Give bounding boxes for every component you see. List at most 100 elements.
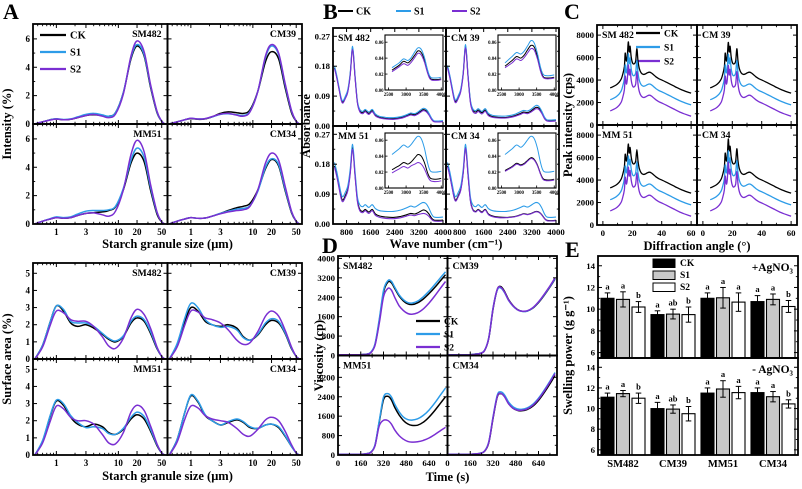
- svg-text:0: 0: [331, 450, 336, 460]
- svg-text:S2: S2: [444, 344, 454, 354]
- bar-S1-CM39: [665, 313, 681, 359]
- series-S2: [333, 148, 444, 222]
- x-axis-title: Time (s): [426, 470, 470, 484]
- svg-text:0.09: 0.09: [315, 91, 331, 101]
- svg-text:10: 10: [114, 227, 124, 237]
- svg-text:1: 1: [26, 433, 31, 443]
- inset-series-S1: [504, 39, 555, 77]
- series-S1: [333, 45, 444, 122]
- series-CK: [447, 375, 556, 455]
- subpanel-SM482: [333, 45, 444, 123]
- inset-series-S2: [504, 157, 555, 182]
- svg-text:3500: 3500: [532, 191, 542, 196]
- series-S2: [34, 40, 166, 124]
- subpanel-SM482: [338, 271, 447, 356]
- subpanel-title: CM 39: [451, 33, 480, 44]
- sig-letter: b: [686, 395, 691, 405]
- svg-text:0.00: 0.00: [315, 219, 331, 229]
- svg-text:1600: 1600: [475, 227, 493, 237]
- svg-text:5: 5: [26, 364, 31, 374]
- series-S2: [446, 47, 557, 122]
- svg-text:2000: 2000: [576, 198, 594, 208]
- svg-text:2500: 2500: [497, 93, 507, 98]
- series-S1: [34, 398, 166, 455]
- svg-text:320: 320: [486, 458, 500, 468]
- subpanel-title: CM39: [453, 261, 479, 272]
- inset-series-CK: [391, 50, 442, 81]
- series-S1: [338, 387, 447, 455]
- panel-panelD_viscosity: Time (s)Viscosity (cp) CKS1S2080016002400…: [312, 253, 558, 484]
- series-S2: [34, 139, 166, 224]
- subpanel-CM34: [169, 152, 300, 224]
- svg-text:0.04: 0.04: [488, 155, 497, 160]
- subpanel-title: CM39: [270, 268, 296, 279]
- svg-text:0.02: 0.02: [488, 73, 497, 78]
- sig-letter: b: [636, 290, 641, 300]
- sig-letter: a: [736, 375, 741, 385]
- sig-letter: a: [621, 379, 626, 389]
- svg-text:CK: CK: [356, 7, 371, 18]
- sig-letter: a: [605, 281, 610, 291]
- sig-letter: b: [686, 296, 691, 306]
- svg-text:0: 0: [26, 354, 31, 364]
- svg-text:50: 50: [157, 458, 167, 468]
- series-S1: [609, 155, 692, 206]
- svg-text:6: 6: [591, 445, 596, 455]
- svg-text:800: 800: [322, 431, 336, 441]
- subpanel-title: SM482: [343, 261, 372, 272]
- series-S1: [169, 157, 300, 224]
- series-S1: [446, 44, 557, 121]
- svg-text:0.18: 0.18: [315, 159, 331, 169]
- subpanel-SM482: [609, 41, 692, 117]
- svg-text:800: 800: [322, 331, 336, 341]
- sig-letter: ab: [669, 393, 678, 403]
- series-S1: [34, 304, 166, 359]
- sig-letter: a: [755, 376, 760, 386]
- series-S1: [168, 302, 300, 359]
- subpanel-CM34: [447, 372, 556, 455]
- svg-text:CK: CK: [70, 31, 87, 42]
- svg-text:0.02: 0.02: [375, 171, 384, 176]
- bar-S2-CM34: [781, 403, 796, 456]
- svg-text:S1: S1: [414, 7, 425, 18]
- series-S2: [446, 147, 557, 222]
- svg-text:4000: 4000: [317, 253, 335, 263]
- series-S2: [333, 49, 444, 123]
- svg-text:1: 1: [189, 458, 194, 468]
- subpanel-MM51: [34, 139, 166, 224]
- svg-text:3000: 3000: [401, 93, 411, 98]
- subpanel-CM39: [168, 302, 300, 359]
- panel-label-b: B: [323, 0, 338, 24]
- svg-text:4: 4: [26, 162, 31, 172]
- subpanel-CM34: [446, 143, 557, 222]
- svg-text:480: 480: [509, 458, 523, 468]
- inset-series-CK: [504, 157, 555, 181]
- inset-series-CK: [504, 44, 555, 79]
- svg-text:1600: 1600: [317, 312, 335, 322]
- svg-text:0.02: 0.02: [375, 73, 384, 78]
- subpanel-CM39: [169, 43, 300, 124]
- svg-text:0.00: 0.00: [488, 89, 497, 94]
- svg-text:4: 4: [26, 381, 31, 391]
- legend-swatch-S2: [652, 282, 676, 292]
- svg-text:10: 10: [248, 227, 258, 237]
- series-CK: [609, 143, 692, 194]
- legend: CK S1 S2: [40, 31, 87, 76]
- svg-text:0.04: 0.04: [375, 155, 384, 160]
- sig-letter: a: [755, 284, 760, 294]
- series-S2: [447, 373, 556, 455]
- svg-text:8: 8: [591, 424, 596, 434]
- svg-text:3: 3: [218, 458, 223, 468]
- svg-text:40: 40: [757, 228, 766, 238]
- svg-text:4000: 4000: [547, 227, 565, 237]
- svg-text:0.04: 0.04: [488, 57, 497, 62]
- svg-text:0.00: 0.00: [375, 89, 384, 94]
- svg-text:5: 5: [26, 268, 31, 278]
- subpanel-CM34: [709, 138, 792, 217]
- svg-text:20: 20: [133, 227, 143, 237]
- inset-series-S1: [504, 135, 555, 173]
- svg-text:20: 20: [267, 227, 277, 237]
- svg-text:0.06: 0.06: [488, 41, 497, 46]
- svg-text:6: 6: [591, 348, 596, 358]
- sig-letter: a: [721, 276, 726, 286]
